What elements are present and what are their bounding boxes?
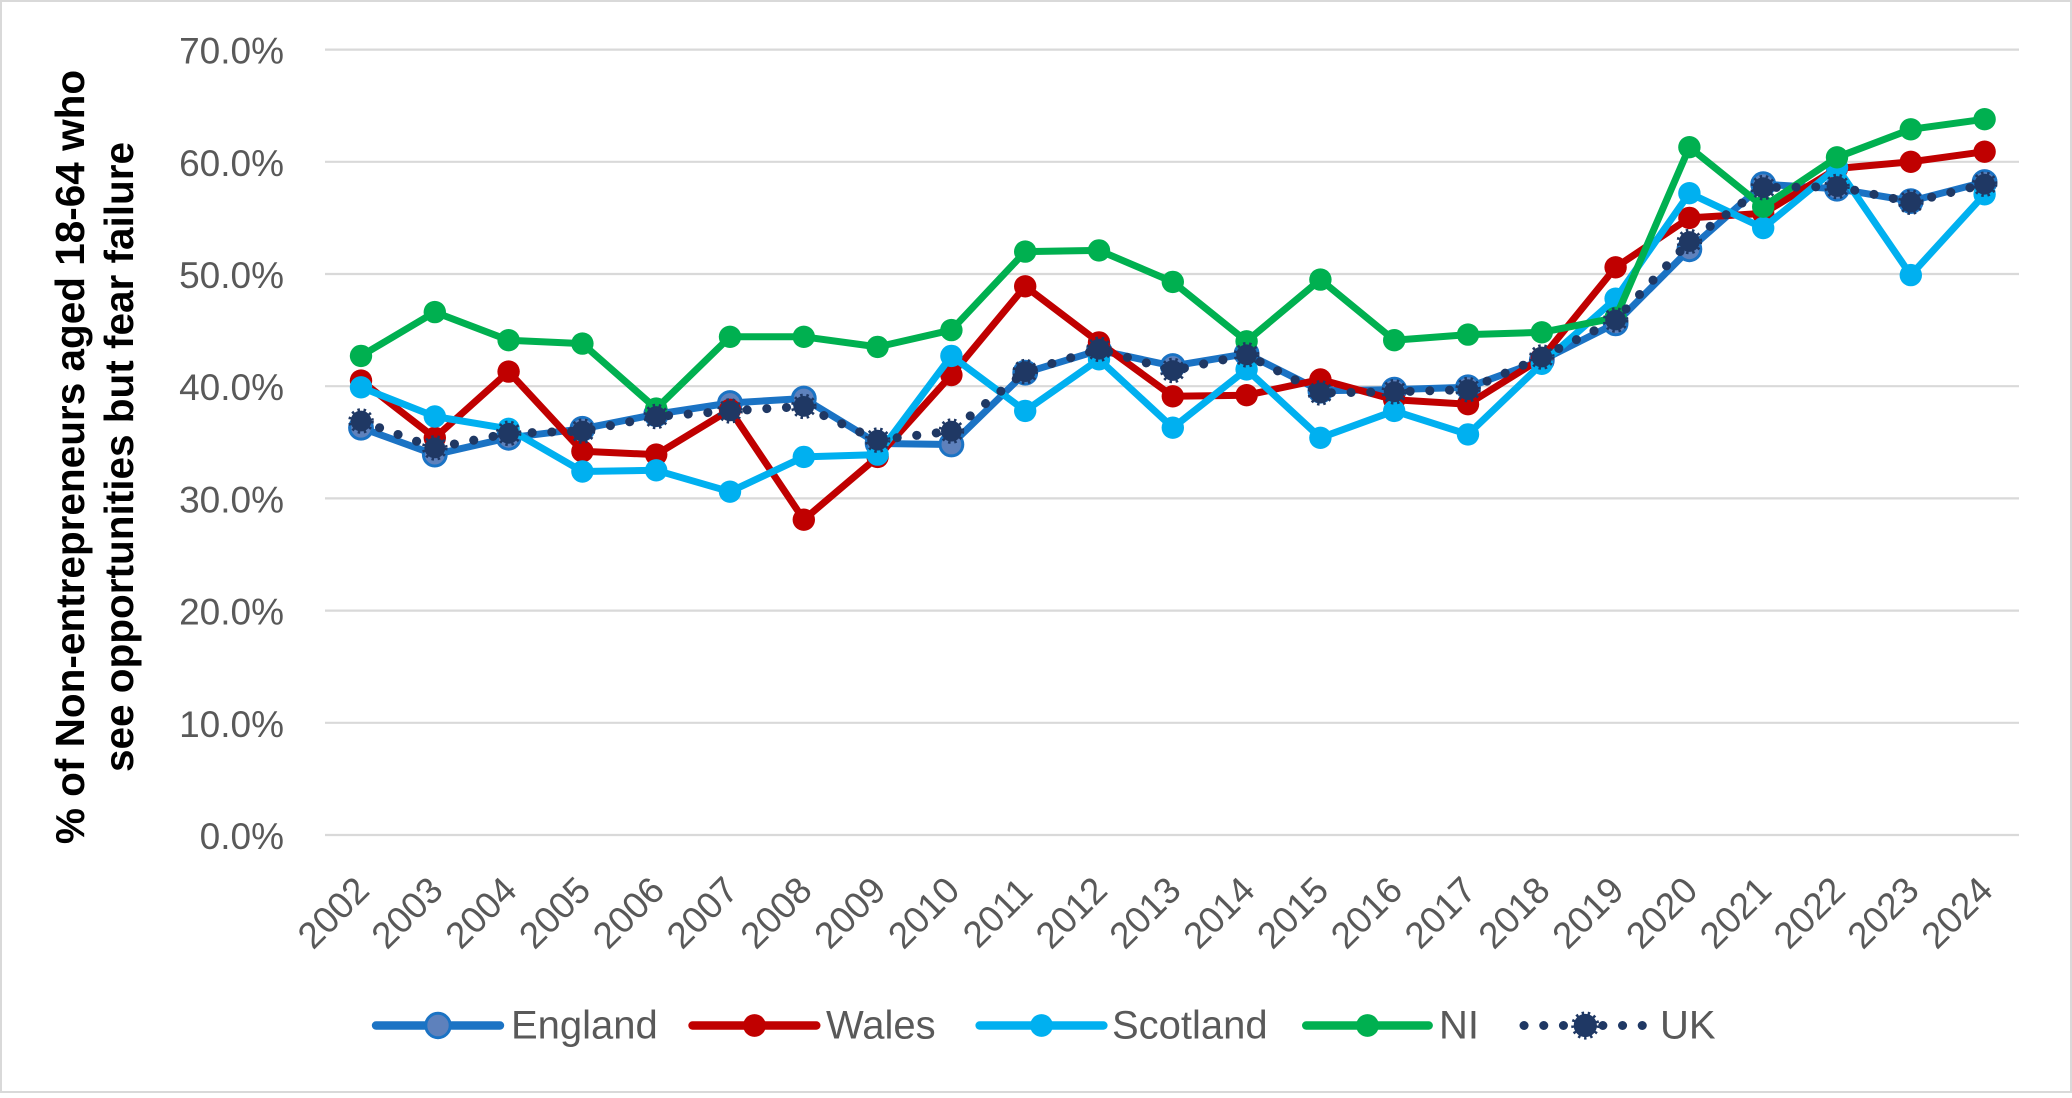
svg-text:England: England <box>511 1004 658 1048</box>
svg-text:% of Non-entrepreneurs aged 18: % of Non-entrepreneurs aged 18-64 who <box>47 70 93 844</box>
svg-text:Scotland: Scotland <box>1112 1004 1268 1048</box>
svg-text:10.0%: 10.0% <box>179 704 284 745</box>
svg-text:30.0%: 30.0% <box>179 479 284 520</box>
svg-text:60.0%: 60.0% <box>179 143 284 184</box>
svg-text:NI: NI <box>1439 1004 1479 1048</box>
svg-text:20.0%: 20.0% <box>179 592 284 633</box>
svg-text:40.0%: 40.0% <box>179 367 284 408</box>
svg-text:UK: UK <box>1660 1004 1716 1048</box>
svg-text:50.0%: 50.0% <box>179 255 284 296</box>
svg-text:see opportunities but fear fai: see opportunities but fear failure <box>96 142 142 772</box>
svg-text:0.0%: 0.0% <box>200 816 284 857</box>
svg-text:70.0%: 70.0% <box>179 31 284 72</box>
svg-text:Wales: Wales <box>826 1004 936 1048</box>
